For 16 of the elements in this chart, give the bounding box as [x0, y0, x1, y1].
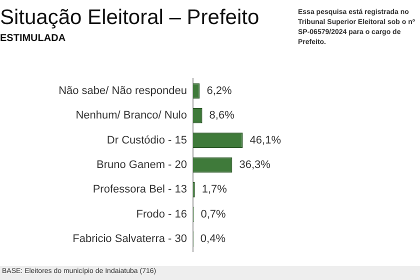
data-label: 36,3% [239, 159, 271, 172]
y-tick-label: Frodo - 16 [136, 208, 187, 220]
data-label: 1,7% [202, 184, 228, 196]
data-label: 6,2% [206, 84, 232, 97]
y-tick-label: Bruno Ganem - 20 [96, 159, 187, 172]
chart-title: Situação Eleitoral – Prefeito [0, 6, 260, 30]
y-tick-label: Professora Bel - 13 [92, 184, 187, 196]
data-label: 0,7% [200, 208, 226, 220]
y-tick-label: Dr Custódio - 15 [106, 134, 187, 146]
y-tick-label: Não sabe/ Não respondeu [58, 84, 187, 97]
y-tick-label: Fabricio Salvaterra - 30 [72, 233, 187, 246]
data-label: 8,6% [209, 110, 235, 122]
text: ESTIMULADA [0, 33, 66, 44]
data-label: 0,4% [200, 233, 226, 246]
y-tick-label: Nenhum/ Branco/ Nulo [76, 110, 187, 122]
data-label: 46,1% [250, 134, 282, 146]
